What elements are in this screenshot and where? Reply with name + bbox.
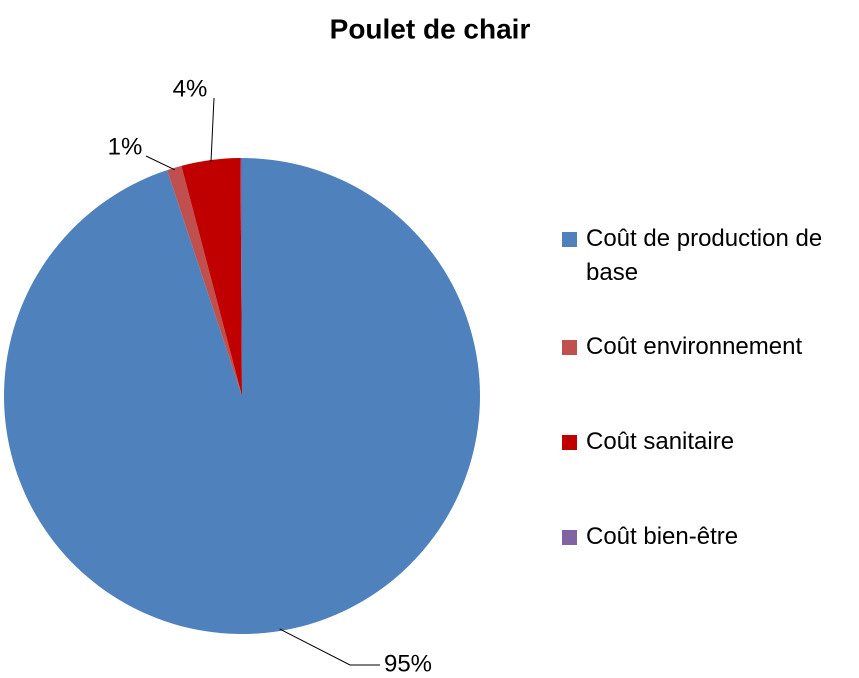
- pie-slice: [167, 165, 242, 396]
- pie-slice: [181, 158, 242, 396]
- legend-item: Coût de production de base: [562, 222, 854, 290]
- legend-label: Coût bien-être: [586, 523, 739, 550]
- pie-slice: [240, 158, 242, 396]
- legend-swatch: [562, 232, 577, 247]
- legend-item: Coût environnement: [562, 330, 854, 364]
- leader-line: [145, 155, 176, 171]
- legend-item: Coût sanitaire: [562, 425, 854, 459]
- data-label: 1%: [108, 133, 143, 160]
- legend-item: Coût bien-être: [562, 520, 854, 554]
- leader-line: [210, 97, 215, 163]
- chart-title: Poulet de chair: [330, 13, 531, 44]
- data-label: 95%: [384, 650, 432, 677]
- data-label: 4%: [173, 75, 208, 102]
- legend-label: Coût sanitaire: [586, 428, 735, 455]
- legend-label: Coût de production de base: [586, 225, 823, 286]
- leader-line: [279, 628, 380, 666]
- legend-swatch: [562, 435, 577, 450]
- legend-swatch: [562, 340, 577, 355]
- legend-label: Coût environnement: [586, 333, 803, 360]
- pie-slice: [3, 158, 481, 635]
- legend-swatch: [562, 530, 577, 545]
